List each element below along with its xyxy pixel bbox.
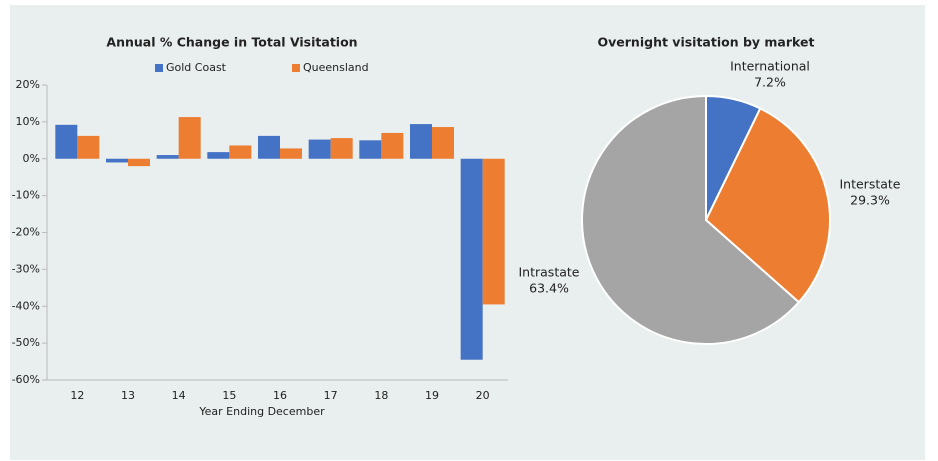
legend-swatch	[155, 64, 163, 72]
bar	[482, 158, 505, 305]
y-tick-label: -20%	[12, 226, 40, 239]
bar	[156, 155, 179, 159]
y-tick-label: -50%	[12, 336, 40, 349]
x-tick-label: 13	[121, 389, 135, 402]
bar	[410, 124, 432, 159]
bar	[128, 158, 150, 167]
y-tick-label: -30%	[12, 262, 40, 275]
pie-title: Overnight visitation by market	[598, 35, 815, 50]
bar	[106, 158, 128, 163]
bar	[77, 135, 100, 159]
bar	[280, 148, 302, 159]
bar	[381, 132, 404, 159]
bar	[207, 152, 230, 159]
bar	[432, 127, 454, 159]
x-tick-label: 20	[476, 389, 490, 402]
pie-label: International	[730, 59, 810, 74]
x-tick-label: 14	[172, 389, 186, 402]
x-tick-label: 15	[222, 389, 236, 402]
legend-label: Queensland	[303, 61, 369, 74]
pie-value-label: 7.2%	[754, 75, 786, 90]
y-tick-label: 0%	[23, 152, 40, 165]
chart-title: Annual % Change in Total Visitation	[106, 35, 357, 50]
pie-label: Interstate	[839, 177, 900, 192]
pie-label: Intrastate	[519, 265, 580, 280]
bar	[460, 158, 483, 360]
pie-value-label: 29.3%	[850, 193, 890, 208]
pie-value-label: 63.4%	[529, 281, 569, 296]
bar	[359, 140, 382, 159]
bar	[178, 117, 201, 159]
y-tick-label: -10%	[12, 189, 40, 202]
x-tick-label: 16	[273, 389, 287, 402]
y-tick-label: -60%	[12, 373, 40, 386]
bar	[308, 139, 331, 159]
y-tick-label: 20%	[16, 78, 40, 91]
x-tick-label: 19	[425, 389, 439, 402]
y-tick-label: 10%	[16, 115, 40, 128]
x-axis-title: Year Ending December	[198, 405, 325, 418]
bar	[229, 145, 252, 159]
legend-swatch	[292, 64, 300, 72]
x-tick-label: 18	[374, 389, 388, 402]
x-tick-label: 17	[324, 389, 338, 402]
bar	[55, 124, 78, 159]
pie-slice	[704, 107, 831, 304]
y-tick-label: -40%	[12, 299, 40, 312]
pie-slice	[581, 94, 801, 345]
bar	[258, 135, 280, 159]
bar	[330, 138, 353, 159]
legend-label: Gold Coast	[166, 61, 227, 74]
x-tick-label: 12	[70, 389, 84, 402]
